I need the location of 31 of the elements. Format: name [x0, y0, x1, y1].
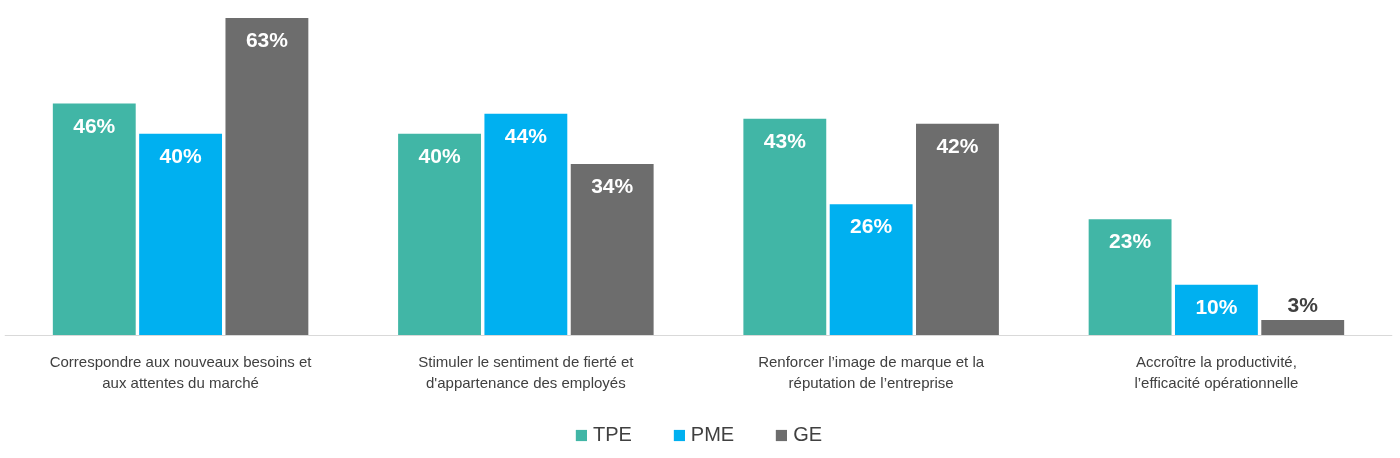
bar	[398, 133, 481, 336]
bar	[1088, 219, 1172, 336]
x-tick-label: Stimuler le sentiment de fierté et d'appartenance des employés	[418, 353, 635, 391]
data-label: 34%	[591, 174, 634, 197]
bar	[743, 118, 827, 336]
legend-label: GE	[793, 423, 823, 446]
data-label: 26%	[850, 214, 893, 238]
data-label: 44%	[504, 123, 548, 147]
bar	[916, 123, 999, 336]
legend-label: PME	[690, 423, 735, 446]
data-label: 40%	[159, 143, 202, 167]
bar	[1261, 320, 1345, 336]
x-tick-label: Correspondre aux nouveaux besoins et aux attentes du marché	[49, 353, 313, 391]
bar	[829, 204, 913, 336]
bar	[139, 133, 223, 336]
data-label: 23%	[1109, 229, 1152, 253]
x-tick-label: Accroître la productivité, l’efficacité opérationnelle	[1134, 353, 1299, 391]
data-label: 10%	[1195, 294, 1238, 318]
data-label: 43%	[763, 128, 807, 152]
data-label: 40%	[418, 143, 461, 167]
data-label: 42%	[936, 133, 979, 157]
bar	[225, 18, 309, 336]
data-label: 3%	[1287, 293, 1319, 317]
bar	[1174, 284, 1258, 336]
data-label: 46%	[73, 113, 116, 137]
bar	[484, 113, 568, 336]
bar	[570, 164, 654, 336]
x-tick-label: Renforcer l’image de marque et la réputation de l’entreprise	[758, 353, 985, 391]
data-label: 63%	[245, 28, 289, 52]
legend-label: TPE	[592, 423, 632, 446]
bar	[52, 103, 136, 336]
